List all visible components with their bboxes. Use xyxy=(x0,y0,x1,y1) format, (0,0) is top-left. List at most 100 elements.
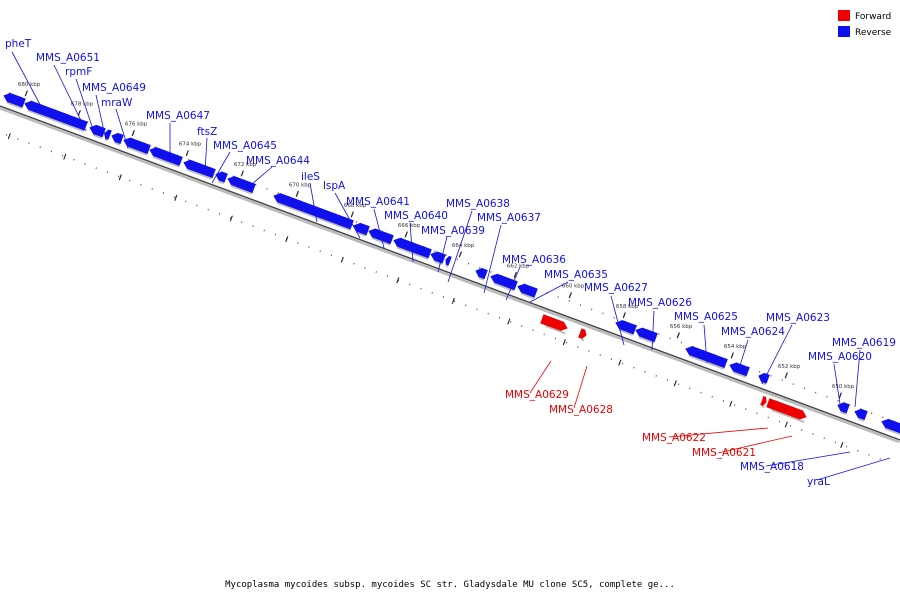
gene-leader-line xyxy=(373,208,385,249)
gene-label[interactable]: ftsZ xyxy=(197,126,217,138)
tick-mark xyxy=(622,312,626,319)
gene-label[interactable]: MMS_A0638 xyxy=(446,198,510,210)
tick-mark xyxy=(185,150,189,157)
gene-feature[interactable] xyxy=(393,237,432,259)
gene-feature[interactable] xyxy=(149,147,183,166)
gene-label[interactable]: pheT xyxy=(5,38,32,50)
gene-label[interactable]: ileS xyxy=(301,171,320,183)
gene-feature[interactable] xyxy=(729,362,750,377)
gene-feature[interactable] xyxy=(635,327,658,343)
gene-label[interactable]: MMS_A0620 xyxy=(808,351,872,363)
gene-feature[interactable] xyxy=(854,408,868,421)
gene-feature[interactable] xyxy=(760,396,767,406)
gene-label[interactable]: rpmF xyxy=(65,66,92,78)
gene-label[interactable]: MMS_A0622 xyxy=(642,432,706,444)
gene-feature[interactable] xyxy=(490,273,518,291)
tick-label: 652 kbp xyxy=(778,364,801,370)
gene-label[interactable]: MMS_A0629 xyxy=(505,389,569,401)
gene-label[interactable]: MMS_A0621 xyxy=(692,447,756,459)
gene-feature[interactable] xyxy=(227,176,256,194)
gene-feature[interactable] xyxy=(758,372,770,384)
gene-label[interactable]: MMS_A0624 xyxy=(721,326,785,338)
gene-leader-line xyxy=(409,222,414,263)
gene-feature[interactable] xyxy=(615,320,637,335)
gene-feature-shadow xyxy=(92,133,103,139)
tick-label: 676 kbp xyxy=(125,122,148,128)
gene-feature[interactable] xyxy=(24,100,88,131)
tick-mark xyxy=(295,190,299,197)
gene-leader-line xyxy=(703,324,708,364)
gene-feature[interactable] xyxy=(881,418,900,434)
gene-feature[interactable] xyxy=(517,283,538,298)
labels-layer: pheT MMS_A0651 rpmF MMS_A0649 mraW MMS_A0647f… xyxy=(5,38,896,488)
gene-label[interactable]: MMS_A0623 xyxy=(766,312,830,324)
gene-feature[interactable] xyxy=(353,222,370,236)
gene-label[interactable]: MMS_A0640 xyxy=(384,210,448,222)
gene-feature-shadow xyxy=(580,338,585,342)
gene-feature[interactable] xyxy=(111,132,124,145)
legend-label: Reverse xyxy=(855,28,892,38)
tick-mark xyxy=(404,231,408,238)
gene-leader-line xyxy=(651,310,655,351)
gene-label[interactable]: MMS_A0635 xyxy=(544,269,608,281)
gene-feature-shadow xyxy=(186,168,213,180)
gene-label[interactable]: mraW xyxy=(101,97,133,109)
gene-leader-line xyxy=(833,363,841,405)
tick-mark xyxy=(513,271,517,278)
gene-label[interactable]: MMS_A0645 xyxy=(213,140,277,152)
tick-label: 674 kbp xyxy=(179,142,202,148)
gene-leader-line xyxy=(95,94,107,141)
gene-label[interactable]: MMS_A0636 xyxy=(502,254,566,266)
gene-feature[interactable] xyxy=(215,171,228,183)
gene-feature[interactable] xyxy=(89,124,106,138)
gene-feature[interactable] xyxy=(766,398,807,420)
gene-feature[interactable] xyxy=(445,255,452,266)
gene-feature-shadow xyxy=(618,328,634,336)
gene-label[interactable]: MMS_A0618 xyxy=(740,461,804,473)
gene-label[interactable]: MMS_A0649 xyxy=(82,82,146,94)
gene-feature-shadow xyxy=(884,427,900,436)
tick-label: 662 kbp xyxy=(507,263,530,269)
gene-label[interactable]: MMS_A0641 xyxy=(346,196,410,208)
gene-label[interactable]: MMS_A0644 xyxy=(246,155,310,167)
map-caption: Mycoplasma mycoides subsp. mycoides SC s… xyxy=(225,580,675,590)
gene-feature-shadow xyxy=(114,141,121,146)
gene-feature[interactable] xyxy=(475,267,488,280)
legend-swatch xyxy=(838,26,850,37)
tick-label: 666 kbp xyxy=(398,223,421,229)
gene-feature-shadow xyxy=(732,371,747,378)
tick-mark xyxy=(568,292,572,299)
gene-feature-shadow xyxy=(276,202,351,231)
tick-mark xyxy=(784,372,788,379)
gene-label[interactable]: MMS_A0639 xyxy=(421,225,485,237)
tick-mark xyxy=(458,251,462,258)
gene-label[interactable]: MMS_A0651 xyxy=(36,52,100,64)
gene-label[interactable]: MMS_A0625 xyxy=(674,311,738,323)
gene-feature[interactable] xyxy=(123,137,151,155)
gene-leader-line xyxy=(668,427,769,438)
gene-label[interactable]: MMS_A0627 xyxy=(584,282,648,294)
gene-feature[interactable] xyxy=(837,402,850,414)
gene-feature[interactable] xyxy=(3,92,26,108)
gene-feature[interactable] xyxy=(430,251,446,264)
gene-feature[interactable] xyxy=(183,159,216,179)
gene-leader-line xyxy=(334,192,361,239)
gene-feature[interactable] xyxy=(578,328,587,339)
tick-mark xyxy=(240,170,244,177)
gene-label[interactable]: MMS_A0619 xyxy=(832,337,896,349)
gene-feature-shadow xyxy=(688,354,725,370)
tick-mark xyxy=(838,392,842,399)
gene-feature[interactable] xyxy=(273,193,354,230)
gene-label[interactable]: yraL xyxy=(807,476,830,488)
genes-layer xyxy=(3,92,900,436)
gene-label[interactable]: MMS_A0637 xyxy=(477,212,541,224)
gene-feature-shadow xyxy=(356,231,367,237)
gene-feature[interactable] xyxy=(540,314,568,331)
gene-label[interactable]: lspA xyxy=(323,180,346,192)
gene-feature-shadow xyxy=(493,282,515,292)
gene-label[interactable]: MMS_A0628 xyxy=(549,404,613,416)
gene-label[interactable]: MMS_A0626 xyxy=(628,297,692,309)
gene-label[interactable]: MMS_A0647 xyxy=(146,110,210,122)
